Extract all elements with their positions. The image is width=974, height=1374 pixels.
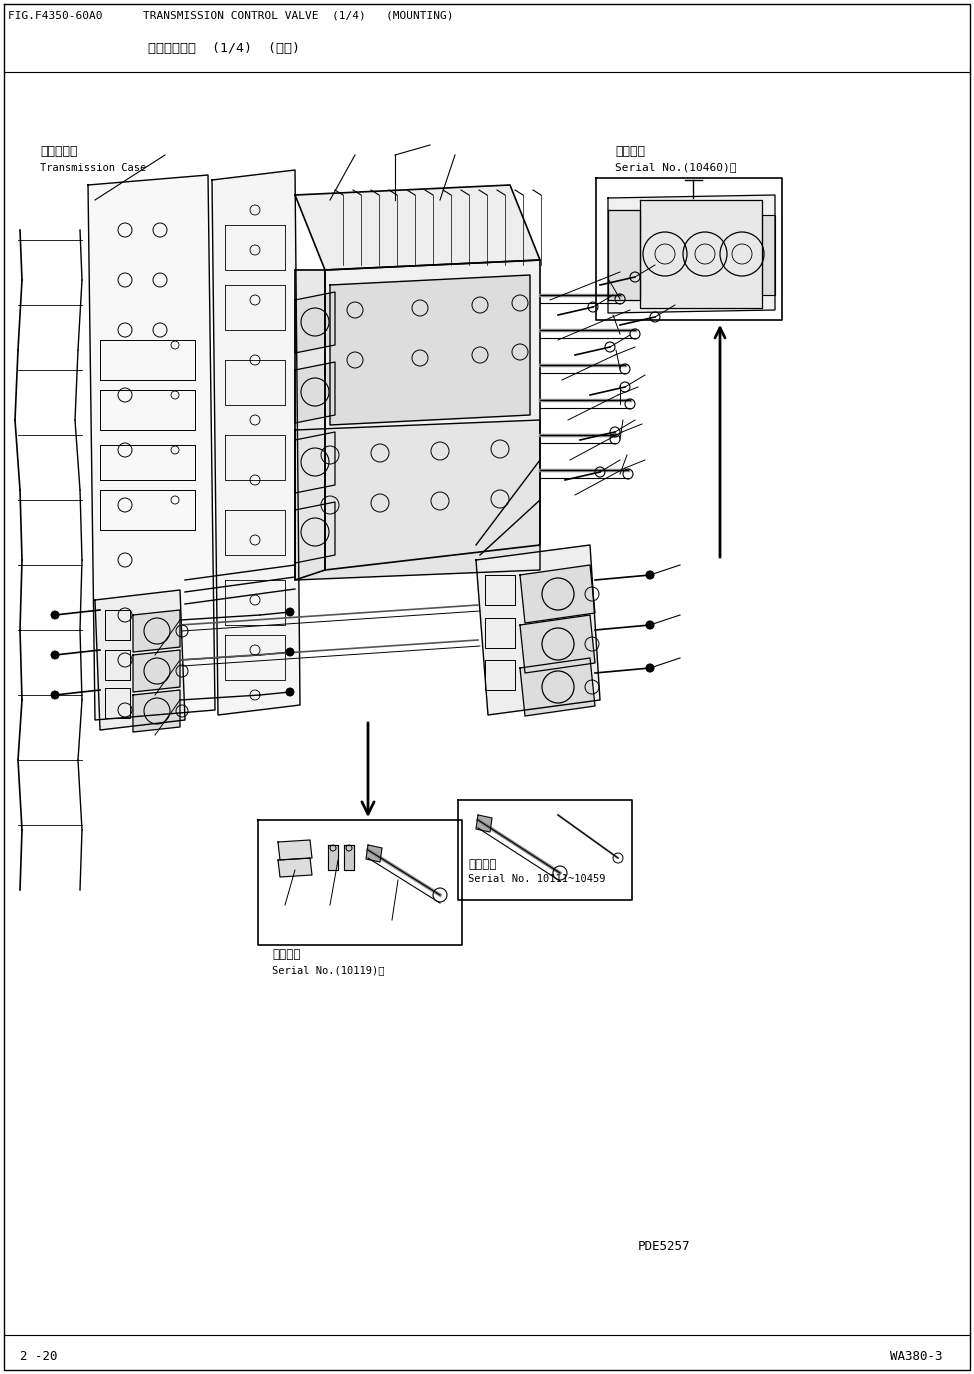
Polygon shape — [330, 275, 530, 425]
Polygon shape — [520, 565, 595, 622]
Polygon shape — [295, 185, 540, 271]
Polygon shape — [520, 658, 595, 716]
Polygon shape — [295, 361, 335, 423]
Text: 変速算壳体: 変速算壳体 — [40, 146, 78, 158]
Circle shape — [286, 609, 294, 616]
Polygon shape — [520, 616, 595, 673]
Polygon shape — [133, 690, 180, 732]
Polygon shape — [295, 420, 540, 580]
Circle shape — [646, 572, 654, 578]
Polygon shape — [278, 840, 312, 860]
Circle shape — [646, 664, 654, 672]
Text: 適用号機: 適用号機 — [468, 857, 497, 871]
Text: Transmission Case: Transmission Case — [40, 164, 146, 173]
Polygon shape — [608, 210, 640, 300]
Polygon shape — [344, 845, 354, 870]
Polygon shape — [133, 610, 180, 653]
Polygon shape — [476, 815, 492, 833]
Circle shape — [646, 621, 654, 629]
Polygon shape — [328, 845, 338, 870]
Polygon shape — [295, 502, 335, 563]
Text: 適用号機: 適用号機 — [615, 146, 645, 158]
Polygon shape — [325, 260, 540, 570]
Text: Serial No. 10111~10459: Serial No. 10111~10459 — [468, 874, 606, 883]
Polygon shape — [762, 214, 775, 295]
Polygon shape — [95, 589, 185, 730]
Polygon shape — [640, 201, 762, 308]
Text: Serial No.(10119)～: Serial No.(10119)～ — [272, 965, 385, 976]
Circle shape — [51, 651, 59, 660]
Text: 変速算制御阁  (1/4)  (安装): 変速算制御阁 (1/4) (安装) — [148, 43, 300, 55]
Text: Serial No.(10460)～: Serial No.(10460)～ — [615, 162, 736, 172]
Text: 2 -20: 2 -20 — [20, 1351, 57, 1363]
Polygon shape — [608, 195, 775, 313]
Polygon shape — [295, 293, 335, 353]
Circle shape — [286, 688, 294, 697]
Polygon shape — [133, 650, 180, 692]
Circle shape — [51, 611, 59, 620]
Text: 適用号機: 適用号機 — [272, 948, 301, 960]
Polygon shape — [476, 545, 600, 714]
Circle shape — [286, 649, 294, 655]
Polygon shape — [366, 845, 382, 861]
Polygon shape — [295, 431, 335, 493]
Text: FIG.F4350-60A0      TRANSMISSION CONTROL VALVE  (1/4)   (MOUNTING): FIG.F4350-60A0 TRANSMISSION CONTROL VALV… — [8, 10, 454, 21]
Polygon shape — [212, 170, 300, 714]
Polygon shape — [295, 271, 325, 580]
Circle shape — [51, 691, 59, 699]
Polygon shape — [88, 174, 215, 720]
Text: WA380-3: WA380-3 — [890, 1351, 943, 1363]
Polygon shape — [278, 857, 312, 877]
Text: PDE5257: PDE5257 — [638, 1239, 691, 1253]
